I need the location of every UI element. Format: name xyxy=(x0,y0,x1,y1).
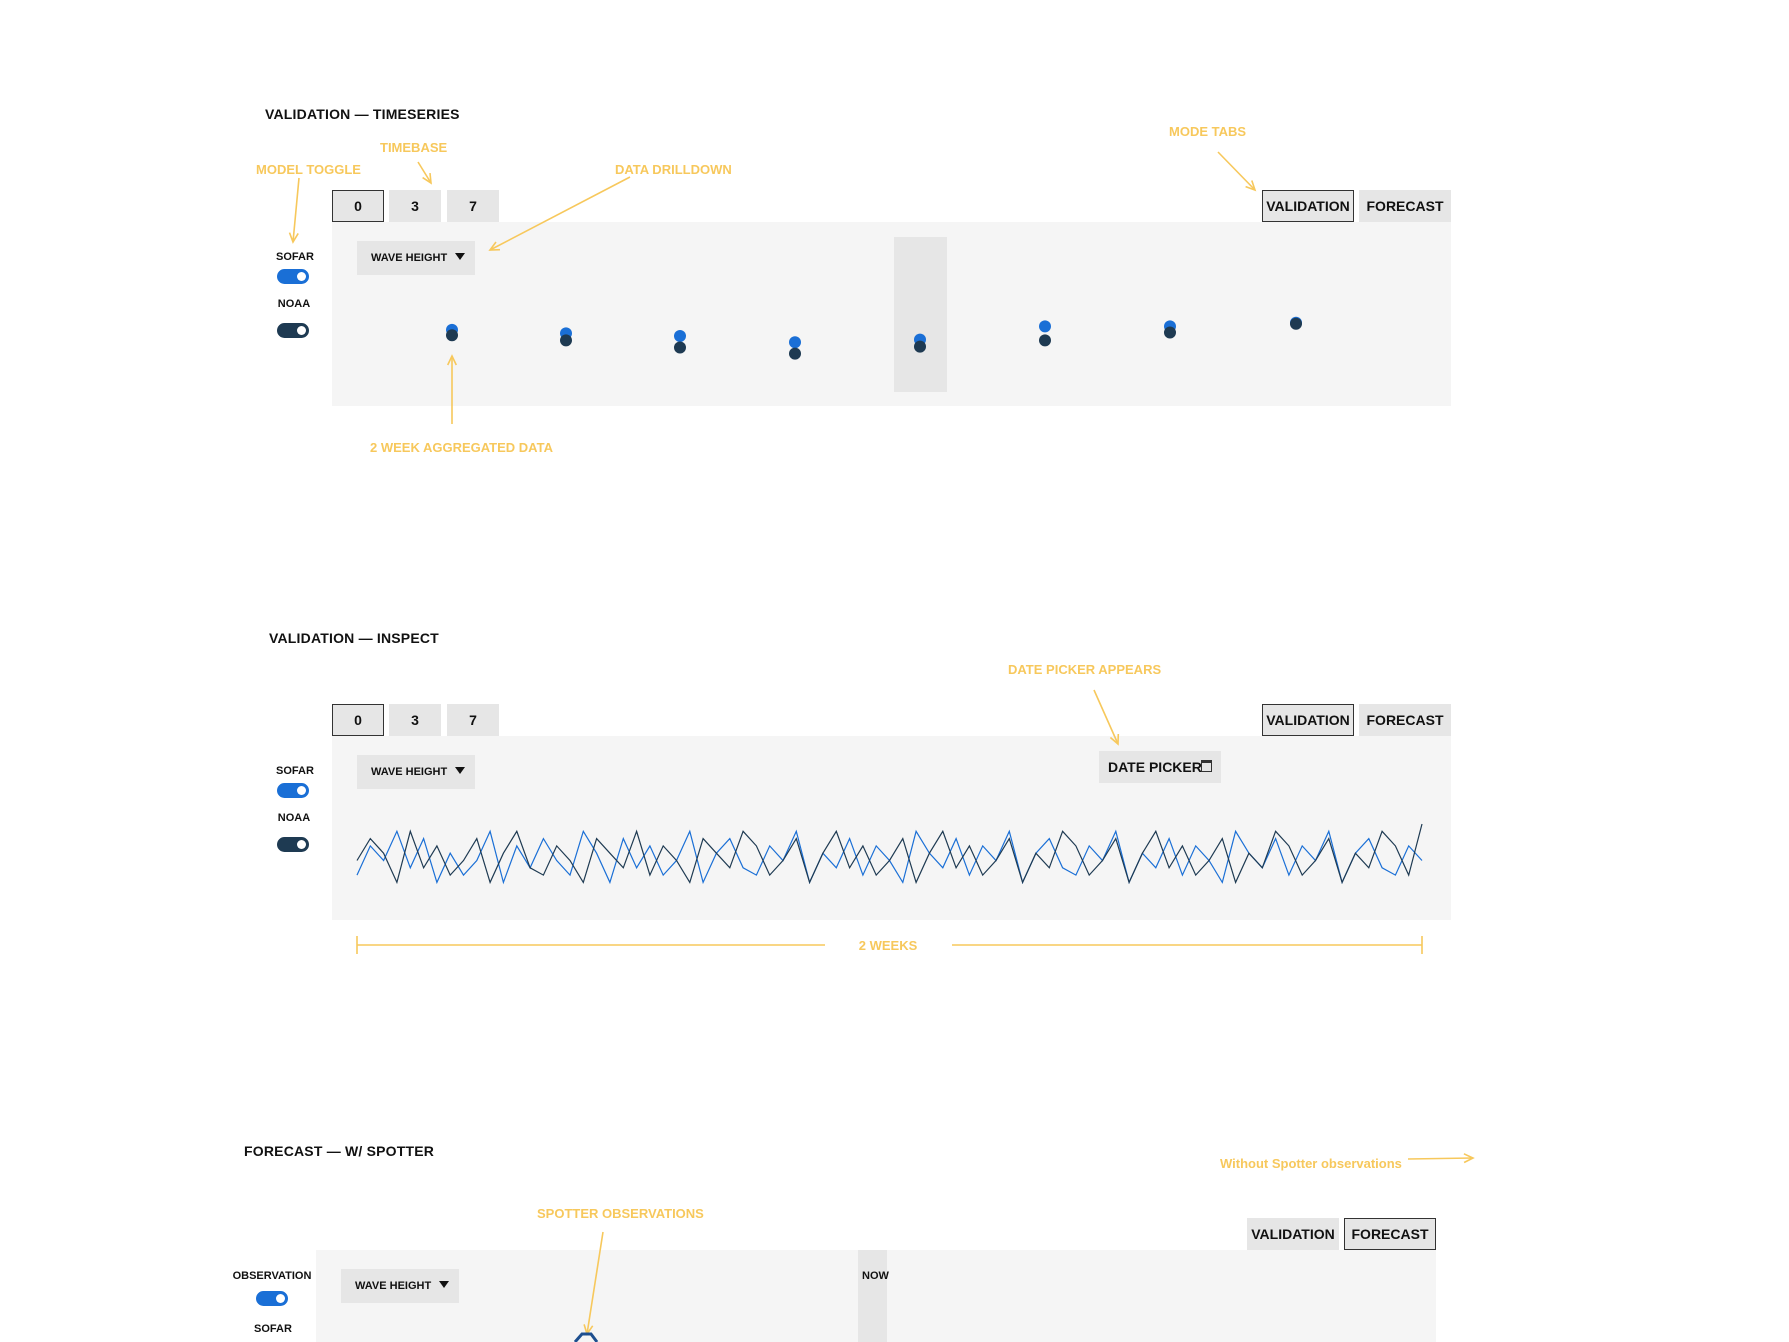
point-sofar-5 xyxy=(1039,320,1051,333)
observation-toggle[interactable] xyxy=(256,1291,288,1306)
point-noaa-2 xyxy=(674,341,686,354)
anno-date-picker: DATE PICKER APPEARS xyxy=(1008,662,1162,677)
inspect-timebase-3-button[interactable]: 3 xyxy=(389,704,441,736)
metric-dropdown[interactable]: WAVE HEIGHT xyxy=(357,241,475,275)
tab-forecast[interactable]: FORECAST xyxy=(1359,190,1451,222)
inspect-toggle-label-noaa: NOAA xyxy=(277,812,311,824)
forecast-metric-dropdown[interactable]: WAVE HEIGHT xyxy=(341,1269,459,1303)
inspect-metric-dropdown[interactable]: WAVE HEIGHT xyxy=(357,755,475,789)
toggle-label-sofar: SOFAR xyxy=(276,251,314,263)
point-noaa-5 xyxy=(1039,334,1051,347)
chevron-down-icon xyxy=(455,253,465,260)
noaa-toggle[interactable] xyxy=(277,323,309,338)
arrow-timebase xyxy=(417,161,432,184)
arrow-mode-tabs xyxy=(1217,151,1256,191)
inspect-timebase-0-button[interactable]: 0 xyxy=(332,704,384,736)
date-picker-button[interactable]: DATE PICKER xyxy=(1099,751,1221,783)
metric-dropdown-label: WAVE HEIGHT xyxy=(371,252,448,264)
tab-validation[interactable]: VALIDATION xyxy=(1262,190,1354,222)
now-label: NOW xyxy=(862,1270,889,1282)
point-noaa-6 xyxy=(1164,326,1176,339)
anno-spotter-observations: SPOTTER OBSERVATIONS xyxy=(537,1206,704,1221)
date-picker-label: DATE PICKER xyxy=(1108,759,1202,775)
chevron-down-icon xyxy=(455,767,465,774)
now-marker xyxy=(858,1250,887,1342)
calendar-icon xyxy=(1201,760,1212,772)
forecast-metric-dropdown-label: WAVE HEIGHT xyxy=(355,1280,432,1292)
forecast-toggle-label-sofar: SOFAR xyxy=(254,1323,292,1335)
anno-aggregated: 2 WEEK AGGREGATED DATA xyxy=(370,440,553,455)
point-noaa-3 xyxy=(789,347,801,360)
inspect-tab-forecast[interactable]: FORECAST xyxy=(1359,704,1451,736)
timebase-0-button[interactable]: 0 xyxy=(332,190,384,222)
anno-two-weeks: 2 WEEKS xyxy=(858,938,918,953)
arrow-model-toggle-head xyxy=(288,232,299,244)
inspect-timebase-7-button[interactable]: 7 xyxy=(447,704,499,736)
anno-data-drilldown: DATA DRILLDOWN xyxy=(615,162,732,177)
arrow-without-spotter-head xyxy=(1463,1153,1475,1164)
forecast-title: FORECAST — W/ SPOTTER xyxy=(244,1143,435,1159)
arrow-mode-tabs-head xyxy=(1245,180,1257,192)
arrow-timebase-head xyxy=(422,173,432,185)
inspect-title: VALIDATION — INSPECT xyxy=(269,630,439,646)
sofar-toggle[interactable] xyxy=(277,269,309,284)
selected-column-highlight[interactable] xyxy=(894,237,947,392)
forecast-tab-validation[interactable]: VALIDATION xyxy=(1247,1218,1339,1250)
point-sofar-3 xyxy=(789,336,801,349)
arrow-data-drilldown xyxy=(489,176,631,251)
timeseries-chart-panel xyxy=(332,222,1451,406)
inspect-toggle-label-sofar: SOFAR xyxy=(276,765,314,777)
toggle-label-noaa: NOAA xyxy=(277,298,311,310)
anno-timebase: TIMEBASE xyxy=(380,140,448,155)
chevron-down-icon xyxy=(439,1281,449,1288)
arrow-without-spotter xyxy=(1407,1157,1474,1160)
anno-model-toggle: MODEL TOGGLE xyxy=(256,162,361,177)
arrow-model-toggle xyxy=(292,177,300,243)
point-sofar-2 xyxy=(674,330,686,342)
point-noaa-4 xyxy=(914,340,926,353)
point-noaa-0 xyxy=(446,329,458,342)
series-line-noaa xyxy=(356,823,1423,885)
forecast-tab-forecast[interactable]: FORECAST xyxy=(1344,1218,1436,1250)
inspect-metric-dropdown-label: WAVE HEIGHT xyxy=(371,766,448,778)
timebase-3-button[interactable]: 3 xyxy=(389,190,441,222)
anno-mode-tabs: MODE TABS xyxy=(1169,124,1247,139)
inspect-noaa-toggle[interactable] xyxy=(277,837,309,852)
inspect-tab-validation[interactable]: VALIDATION xyxy=(1262,704,1354,736)
forecast-toggle-label-observation: OBSERVATION xyxy=(232,1270,312,1282)
arrow-date-picker xyxy=(1093,689,1119,745)
arrow-data-drilldown-head xyxy=(488,241,501,251)
inspect-sofar-toggle[interactable] xyxy=(277,783,309,798)
anno-without-spotter: Without Spotter observations xyxy=(1220,1156,1402,1171)
point-noaa-1 xyxy=(560,334,572,347)
timeseries-title: VALIDATION — TIMESERIES xyxy=(265,106,460,122)
point-noaa-7 xyxy=(1290,317,1302,330)
timebase-7-button[interactable]: 7 xyxy=(447,190,499,222)
inspect-chart-panel xyxy=(332,736,1451,920)
spotter-marker xyxy=(573,1332,599,1342)
arrow-spotter-obs xyxy=(586,1231,604,1335)
arrow-date-picker-head xyxy=(1109,733,1120,746)
arrow-aggregated-head xyxy=(446,354,458,366)
